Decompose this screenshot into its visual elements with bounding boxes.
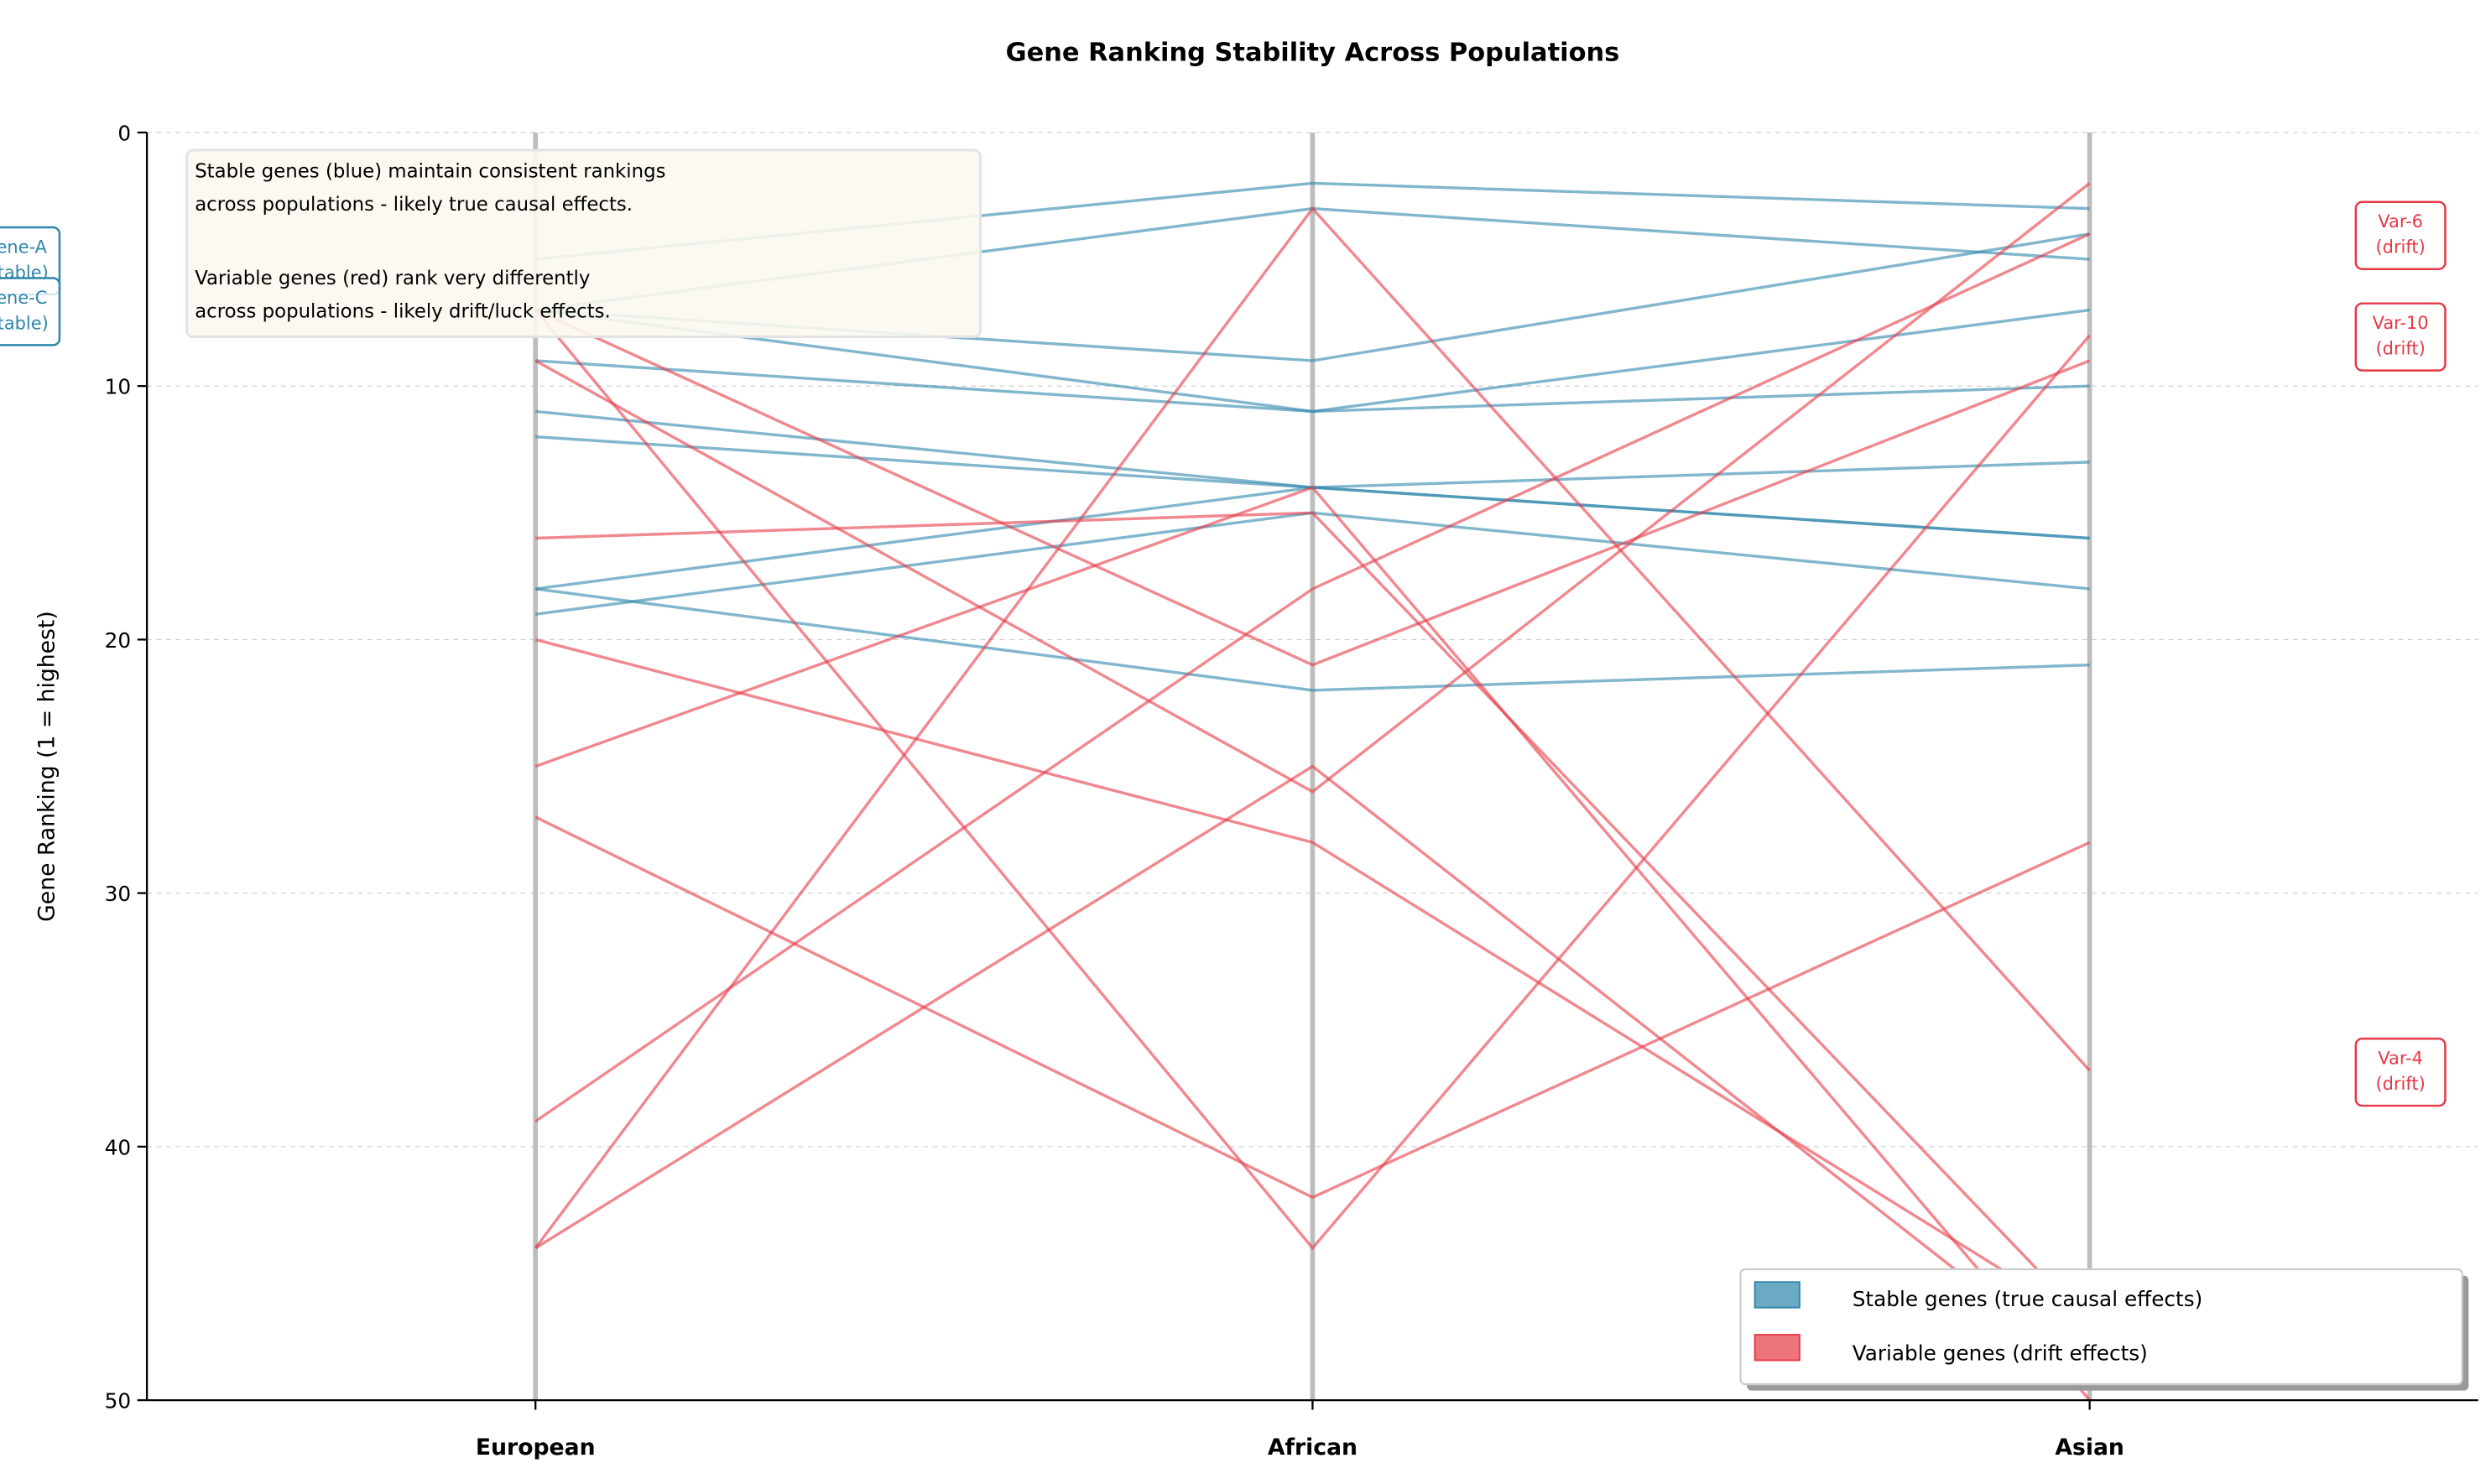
variable-gene-line [534,206,2091,1249]
x-tick-label: European [476,1435,596,1461]
point-label-name: Var-10 [2373,313,2429,333]
axes: 0 10 20 30 40 50 European African Asian [105,121,2478,1461]
y-tick-label: 40 [105,1135,131,1159]
point-label-gene-c: Gene-C (stable) [0,277,61,346]
y-axis-label: Gene Ranking (1 = highest) [34,611,60,922]
stable-gene-line [535,359,2090,414]
y-tick-label: 50 [105,1389,131,1414]
point-labels: Gene-A (stable)Gene-C (stable) Var-6 (drift)… [0,200,2447,1107]
variable-gene-line [534,232,2091,1123]
point-label-tag: (drift) [2376,237,2426,258]
point-label-var-10: Var-10 (drift) [2354,302,2447,372]
variable-gene-line [535,511,2091,1325]
legend-label-variable: Variable genes (drift effects) [1853,1341,2148,1366]
point-label-tag: (drift) [2376,1074,2426,1094]
y-tick-label: 10 [105,375,131,399]
point-label-box [2354,200,2447,270]
point-label-box [2354,302,2447,372]
variable-gene-line [534,309,2091,1251]
x-tick-label: African [1268,1435,1358,1461]
annotation-line-2: across populations - likely true causal … [195,194,633,216]
variable-gene-line [534,638,2091,1325]
annotation-line-4: across populations - likely drift/luck e… [195,301,611,323]
y-tick-label: 30 [105,882,131,906]
point-label-name: Var-4 [2378,1049,2423,1069]
point-label-var-4: Var-4 (drift) [2354,1037,2447,1107]
y-tick-label: 20 [105,628,131,653]
point-label-box [0,277,61,346]
variable-gene-line [534,764,2091,1377]
legend: Stable genes (true causal effects) Varia… [1739,1268,2469,1391]
variable-gene-line [534,182,2091,794]
annotation-box: Stable genes (blue) maintain consistent … [185,148,982,338]
annotation-line-1: Stable genes (blue) maintain consistent … [195,160,665,182]
point-label-name: Var-6 [2378,211,2423,232]
chart-title: Gene Ranking Stability Across Population… [1006,38,1620,67]
variable-gene-line [534,308,2091,667]
point-label-name: Gene-C [0,288,47,308]
y-tick-label: 0 [117,121,131,145]
legend-swatch-stable [1754,1281,1801,1309]
legend-label-stable: Stable genes (true causal effects) [1853,1287,2203,1311]
annotation-line-3: Variable genes (red) rank very different… [195,268,590,289]
point-label-tag: (stable) [0,313,49,333]
point-label-tag: (drift) [2376,339,2426,359]
point-label-var-6: Var-6 (drift) [2354,200,2447,270]
variable-gene-lines [534,182,2091,1402]
point-label-name: Gene-A [0,237,48,257]
point-label-box [2354,1037,2447,1107]
variable-gene-line [534,486,2091,1402]
legend-swatch-variable [1754,1334,1801,1362]
x-tick-label: Asian [2055,1435,2124,1461]
